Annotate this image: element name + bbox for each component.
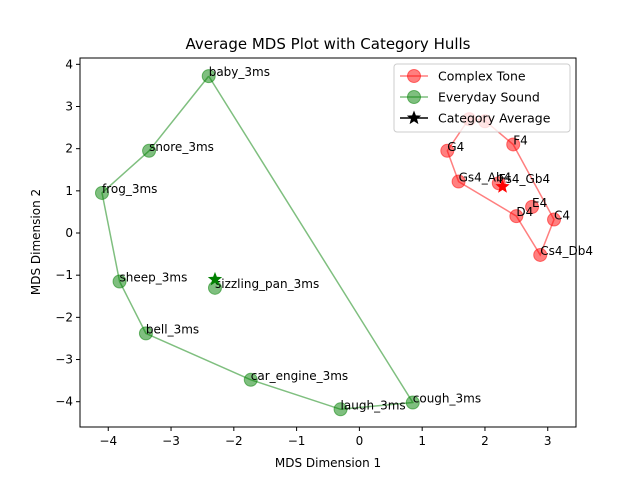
legend-item: Complex Tone	[400, 69, 526, 84]
data-point	[112, 274, 127, 289]
y-axis-label: MDS Dimension 2	[29, 189, 43, 295]
y-tick-label: −2	[55, 310, 73, 324]
chart-title: Average MDS Plot with Category Hulls	[186, 35, 471, 53]
point-label: E4	[532, 196, 547, 210]
x-tick-label: −4	[99, 434, 117, 448]
y-tick-label: −4	[55, 395, 73, 409]
point-label: Gs4_Ab4	[459, 171, 512, 185]
y-tick-label: 1	[65, 184, 73, 198]
point-label: laugh_3ms	[341, 398, 406, 412]
point-label: sheep_3ms	[120, 271, 188, 285]
category-average-star	[207, 271, 223, 286]
data-point	[333, 402, 348, 417]
point-label: cough_3ms	[413, 392, 481, 406]
point-label: bell_3ms	[146, 322, 199, 336]
data-point	[405, 395, 420, 410]
y-tick-label: −3	[55, 353, 73, 367]
point-label: D4	[516, 205, 533, 219]
series-everyday-sound: baby_3ms snore_3ms frog_3ms sheep_3ms sizzli…	[94, 65, 481, 417]
point-label: Cs4_Db4	[540, 244, 593, 258]
x-tick-label: −2	[225, 434, 243, 448]
y-tick-label: 3	[65, 99, 73, 113]
x-axis-ticks: −4 −3 −2 −1 0 1 2 3	[99, 427, 552, 448]
legend-marker	[407, 90, 421, 104]
data-point	[94, 185, 109, 200]
data-point	[201, 69, 216, 84]
legend-item: Category Average	[400, 110, 551, 126]
y-tick-label: −1	[55, 268, 73, 282]
legend-label: Everyday Sound	[438, 90, 540, 105]
x-tick-label: 3	[544, 434, 552, 448]
data-point	[533, 247, 548, 262]
data-point	[509, 209, 524, 224]
y-tick-label: 0	[65, 226, 73, 240]
x-tick-label: −3	[162, 434, 180, 448]
data-point	[142, 143, 157, 158]
x-tick-label: 0	[356, 434, 364, 448]
x-tick-label: 1	[418, 434, 426, 448]
point-label: frog_3ms	[102, 182, 157, 196]
point-label: C4	[554, 209, 570, 223]
point-label: F4	[513, 133, 528, 147]
x-axis-label: MDS Dimension 1	[275, 456, 381, 470]
category-average-star	[495, 179, 510, 193]
data-point	[547, 212, 562, 227]
x-tick-label: 2	[481, 434, 489, 448]
x-tick-label: −1	[288, 434, 306, 448]
legend-label: Category Average	[438, 111, 551, 126]
data-point	[243, 372, 258, 387]
data-point	[440, 143, 455, 158]
data-point	[451, 174, 466, 189]
data-point	[506, 137, 521, 152]
y-tick-label: 4	[65, 57, 73, 71]
legend-star-icon	[406, 110, 422, 125]
point-label: snore_3ms	[149, 140, 214, 154]
legend-box	[393, 63, 571, 133]
point-label: sizzling_pan_3ms	[215, 277, 319, 291]
point-label: car_engine_3ms	[251, 369, 348, 383]
axes-frame	[79, 57, 577, 428]
data-point	[525, 199, 540, 214]
point-label: Fs4_Gb4	[499, 172, 550, 186]
point-label: G4	[447, 140, 464, 154]
legend-marker	[407, 69, 421, 83]
legend-label: Complex Tone	[438, 69, 526, 84]
data-point	[138, 326, 153, 341]
y-axis-ticks: −4 −3 −2 −1 0 1 2 3 4	[55, 57, 80, 409]
y-tick-label: 2	[65, 142, 73, 156]
point-label: baby_3ms	[209, 65, 270, 79]
legend-item: Everyday Sound	[400, 90, 540, 105]
legend: Complex Tone Everyday Sound Category Avera…	[393, 63, 571, 133]
